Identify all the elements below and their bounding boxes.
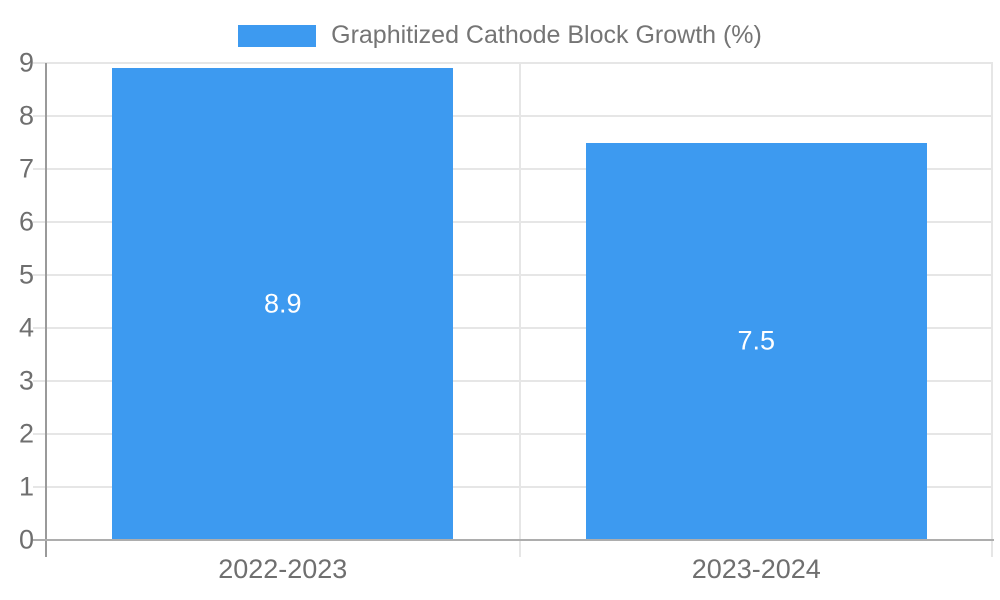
category-divider xyxy=(518,63,521,557)
legend-label: Graphitized Cathode Block Growth (%) xyxy=(331,21,762,49)
y-axis-tick-mark xyxy=(33,486,46,488)
y-axis-tick-mark xyxy=(33,380,46,383)
x-axis-line xyxy=(45,539,994,541)
y-axis-tick-label: 1 xyxy=(18,471,34,502)
y-axis-tick-label: 4 xyxy=(18,312,34,343)
y-axis-tick-label: 6 xyxy=(18,206,34,237)
y-axis-tick-mark xyxy=(33,221,46,224)
bar[interactable]: 8.9 xyxy=(112,68,454,540)
y-axis-tick-label: 9 xyxy=(18,47,34,78)
legend-item[interactable]: Graphitized Cathode Block Growth (%) xyxy=(238,21,762,50)
x-axis-labels: 2022-2023 2023-2024 xyxy=(46,554,993,584)
y-axis-tick-marks xyxy=(33,62,46,541)
y-axis-tick-label: 0 xyxy=(18,524,34,555)
y-axis-tick-label: 7 xyxy=(18,153,34,184)
bar-value-label: 7.5 xyxy=(737,325,776,356)
y-axis-tick-label: 5 xyxy=(18,259,34,290)
y-axis-tick-mark xyxy=(33,433,46,435)
plot-right-border xyxy=(991,63,993,557)
legend-swatch-icon xyxy=(238,24,317,47)
bar[interactable]: 7.5 xyxy=(585,142,927,540)
bars: 8.9 7.5 xyxy=(46,63,993,540)
y-axis-tick-label: 8 xyxy=(18,100,34,131)
y-axis-tick-mark xyxy=(33,115,46,117)
y-axis-tick-label: 3 xyxy=(18,365,34,396)
y-axis-line xyxy=(45,63,47,557)
y-axis-tick-mark xyxy=(33,539,46,541)
bar-value-label: 8.9 xyxy=(263,288,302,319)
y-axis-tick-label: 2 xyxy=(18,418,34,449)
x-axis-tick-label: 2023-2024 xyxy=(691,554,821,584)
y-axis-labels: 0 1 2 3 4 5 6 7 8 9 xyxy=(0,49,34,553)
bar-slot: 8.9 xyxy=(46,63,520,540)
legend: Graphitized Cathode Block Growth (%) xyxy=(0,21,1000,50)
plot-area: 8.9 7.5 xyxy=(46,62,993,557)
y-axis-tick-mark xyxy=(33,168,46,170)
x-axis-tick-label: 2022-2023 xyxy=(218,554,348,584)
y-axis-tick-mark xyxy=(33,274,46,276)
y-axis-tick-mark xyxy=(33,62,46,64)
bar-slot: 7.5 xyxy=(520,63,994,540)
y-axis-tick-mark xyxy=(33,327,46,329)
